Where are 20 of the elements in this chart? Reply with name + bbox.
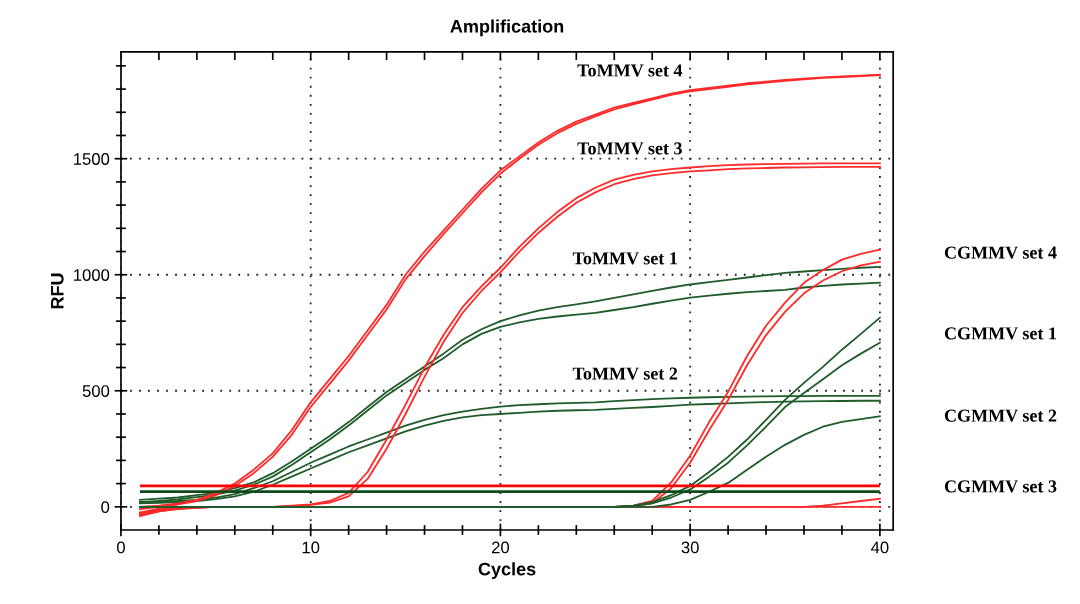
text: CGMMV set 1 [944, 327, 1057, 340]
x-tick-label: 40 [870, 541, 889, 554]
y-tick-label: 1500 [74, 153, 110, 165]
text: CGMMV set 3 [944, 480, 1057, 493]
annotation: ToMMV set 4 [577, 64, 683, 77]
y-axis-title: RFU [51, 273, 64, 309]
chart-title: Amplification [450, 19, 564, 37]
text: CGMMV set 2 [944, 409, 1057, 422]
annotation: ToMMV set 1 [572, 252, 677, 265]
x-tick-label: 0 [116, 541, 125, 554]
x-axis-title: Cycles [478, 562, 536, 580]
y-tick-label: 0 [101, 501, 110, 514]
x-tick-label: 30 [681, 541, 699, 554]
y-tick-label: 500 [82, 385, 110, 397]
text: CGMMV set 4 [944, 246, 1057, 259]
x-tick-label: 20 [491, 541, 510, 554]
annotation: ToMMV set 3 [577, 142, 682, 155]
y-tick-label: 1000 [74, 269, 110, 281]
x-tick-label: 10 [302, 541, 320, 554]
annotation: ToMMV set 2 [572, 367, 678, 380]
